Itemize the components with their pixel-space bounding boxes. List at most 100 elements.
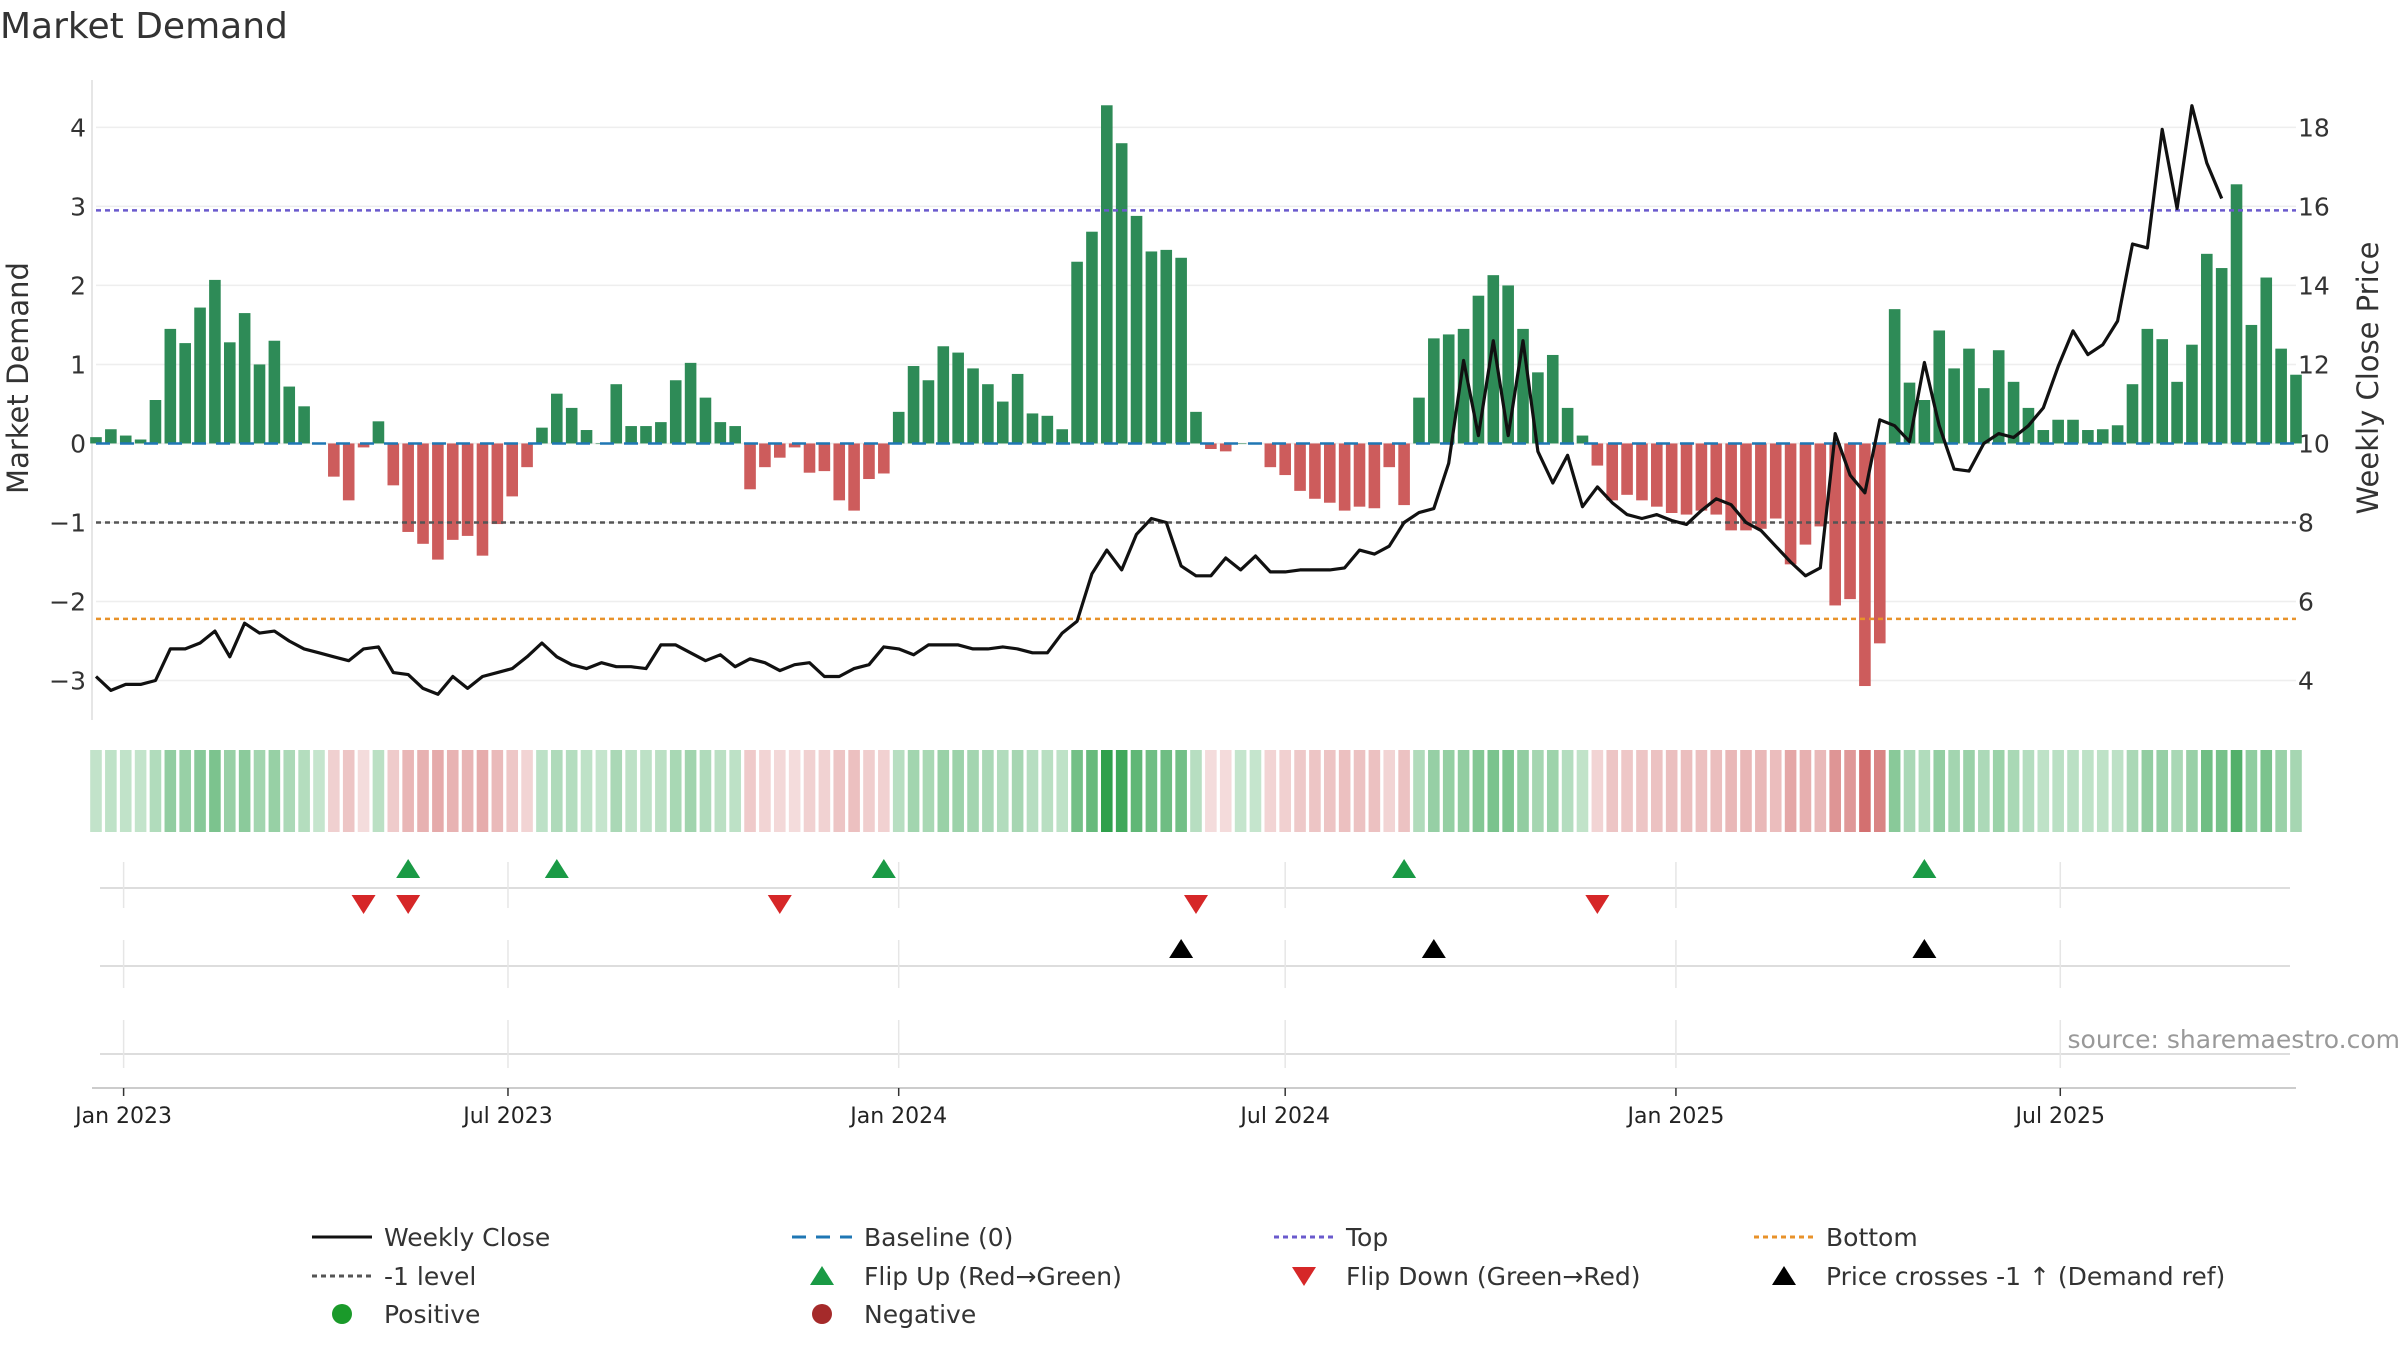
demand-bar (1383, 443, 1395, 467)
heat-cell (2112, 750, 2124, 832)
demand-bar (2231, 184, 2243, 443)
demand-bar (551, 394, 563, 444)
demand-bar (625, 426, 637, 443)
y-tick-label: 1 (70, 350, 86, 379)
demand-bar (804, 443, 816, 472)
demand-bar (908, 366, 920, 443)
heat-cell (551, 750, 563, 832)
heat-cell (1502, 750, 1514, 832)
flip-up-marker (872, 859, 896, 878)
flip-up-marker (1392, 859, 1416, 878)
demand-bar (373, 421, 385, 443)
demand-bar (2127, 384, 2139, 443)
demand-bar (863, 443, 875, 479)
heat-cell (1205, 750, 1217, 832)
demand-bar (492, 443, 504, 524)
heat-cell (447, 750, 459, 832)
demand-bar (1815, 443, 1827, 526)
heat-cell (2231, 750, 2243, 832)
heat-cell (432, 750, 444, 832)
heat-cell (1829, 750, 1841, 832)
legend-dot-icon (332, 1304, 352, 1324)
heat-cell (833, 750, 845, 832)
heat-cell (492, 750, 504, 832)
heat-cell (283, 750, 295, 832)
demand-bar (2260, 278, 2272, 444)
legend-label: Negative (864, 1300, 976, 1329)
demand-bar (283, 387, 295, 444)
heat-cell (789, 750, 801, 832)
heat-cell (1160, 750, 1172, 832)
demand-bar (1696, 443, 1708, 510)
demand-bar (1562, 408, 1574, 444)
heat-cell (2201, 750, 2213, 832)
heat-cell (2038, 750, 2050, 832)
demand-bar (1175, 258, 1187, 444)
demand-bar (2038, 430, 2050, 443)
heat-cell (759, 750, 771, 832)
demand-bar (774, 443, 786, 457)
demand-bar (640, 426, 652, 443)
legend-label: Flip Down (Green→Red) (1346, 1262, 1641, 1291)
demand-bar (967, 368, 979, 443)
demand-bar (833, 443, 845, 500)
legend-label: Positive (384, 1300, 480, 1329)
heat-cell (1859, 750, 1871, 832)
demand-bar (388, 443, 400, 485)
demand-bar (1547, 355, 1559, 443)
heat-cell (566, 750, 578, 832)
heat-cell (2171, 750, 2183, 832)
demand-bar (1369, 443, 1381, 508)
heat-cell (1636, 750, 1648, 832)
x-tick-label: Jan 2024 (848, 1104, 947, 1129)
demand-bar (1651, 443, 1663, 506)
heat-cell (1770, 750, 1782, 832)
heat-cell (343, 750, 355, 832)
heat-cell (610, 750, 622, 832)
legend-label: Weekly Close (384, 1223, 550, 1252)
signal-panels (92, 859, 2296, 1088)
demand-bar (1413, 398, 1425, 444)
demand-bar (1993, 350, 2005, 443)
weekly-close-line (96, 106, 2222, 695)
flip-up-marker (396, 859, 420, 878)
flip-down-marker (1585, 895, 1609, 914)
heat-cell (1696, 750, 1708, 832)
heat-cell (105, 750, 117, 832)
demand-bar (150, 400, 162, 443)
heat-cell (1815, 750, 1827, 832)
demand-bar (1339, 443, 1351, 510)
heat-cell (1666, 750, 1678, 832)
x-tick-label: Jul 2024 (1238, 1104, 1330, 1129)
demand-bar (209, 280, 221, 444)
heat-cell (1131, 750, 1143, 832)
heat-cell (150, 750, 162, 832)
y-tick-label: 3 (70, 192, 86, 221)
heat-cell (596, 750, 608, 832)
demand-bar (1027, 413, 1039, 443)
heat-cell (581, 750, 593, 832)
flip-down-marker (768, 895, 792, 914)
heat-cell (1681, 750, 1693, 832)
heat-cell (1324, 750, 1336, 832)
heat-cell (700, 750, 712, 832)
heat-cell (952, 750, 964, 832)
heat-cell (313, 750, 325, 832)
demand-bar (2082, 430, 2094, 443)
heat-cell (848, 750, 860, 832)
demand-bar (1874, 443, 1886, 643)
heat-cell (893, 750, 905, 832)
demand-bar (2052, 420, 2064, 444)
flip-down-marker (396, 895, 420, 914)
heat-cell (1621, 750, 1633, 832)
heat-cell (1146, 750, 1158, 832)
demand-bar (848, 443, 860, 510)
y-tick-label: 4 (70, 113, 86, 142)
demand-bar (2142, 329, 2154, 444)
heat-cell (997, 750, 1009, 832)
heat-cell (878, 750, 890, 832)
heat-cell (1309, 750, 1321, 832)
heat-cell (1250, 750, 1262, 832)
price-cross-marker (1912, 939, 1936, 958)
